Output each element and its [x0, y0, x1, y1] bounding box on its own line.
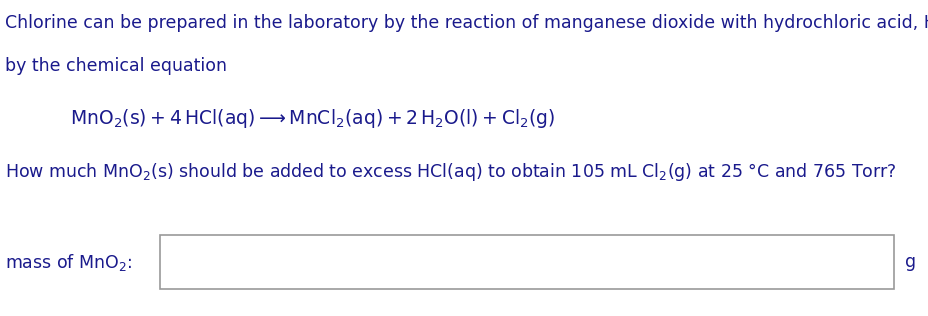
Text: Chlorine can be prepared in the laboratory by the reaction of manganese dioxide : Chlorine can be prepared in the laborato…: [5, 14, 928, 32]
Text: $\mathrm{MnO_2(s) + 4\,HCl(aq) \longrightarrow MnCl_2(aq) + 2\,H_2O(l) + Cl_2(g): $\mathrm{MnO_2(s) + 4\,HCl(aq) \longrigh…: [70, 107, 555, 131]
Text: mass of $\mathrm{MnO_2}$:: mass of $\mathrm{MnO_2}$:: [5, 252, 132, 273]
FancyBboxPatch shape: [160, 235, 893, 289]
Text: g: g: [904, 253, 915, 271]
Text: How much $\mathrm{MnO_2}$(s) should be added to excess HCl(aq) to obtain 105 mL : How much $\mathrm{MnO_2}$(s) should be a…: [5, 161, 896, 183]
Text: by the chemical equation: by the chemical equation: [5, 57, 226, 75]
